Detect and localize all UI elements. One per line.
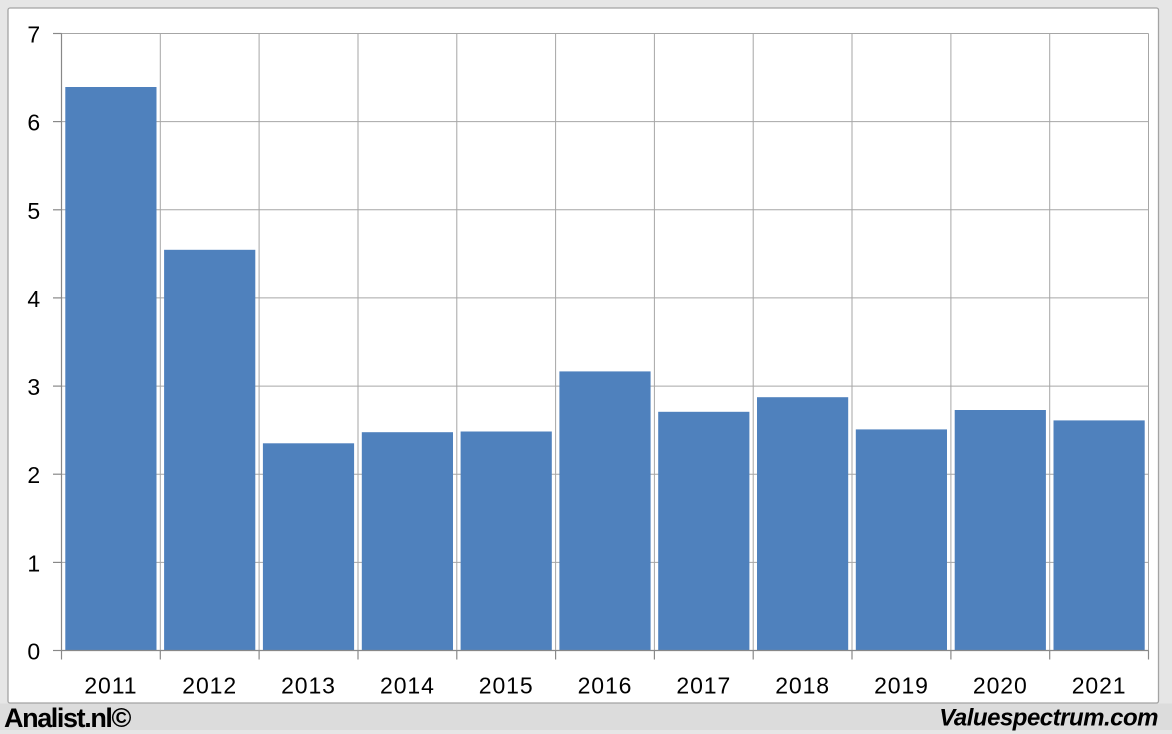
svg-text:0: 0 bbox=[27, 639, 40, 665]
svg-text:Analist.nl©: Analist.nl© bbox=[4, 703, 132, 733]
svg-text:5: 5 bbox=[27, 198, 40, 224]
svg-text:7: 7 bbox=[27, 22, 40, 48]
svg-text:2016: 2016 bbox=[578, 672, 633, 698]
svg-text:1: 1 bbox=[27, 550, 40, 576]
svg-text:2019: 2019 bbox=[874, 672, 929, 698]
svg-text:6: 6 bbox=[27, 110, 40, 136]
svg-text:2013: 2013 bbox=[281, 672, 336, 698]
svg-text:Valuespectrum.com: Valuespectrum.com bbox=[939, 704, 1158, 731]
svg-text:2011: 2011 bbox=[84, 672, 137, 698]
svg-text:2020: 2020 bbox=[973, 672, 1028, 698]
svg-text:2012: 2012 bbox=[182, 672, 237, 698]
svg-text:3: 3 bbox=[27, 374, 40, 400]
svg-text:2018: 2018 bbox=[775, 672, 830, 698]
svg-text:2021: 2021 bbox=[1072, 672, 1127, 698]
svg-text:2017: 2017 bbox=[676, 672, 731, 698]
svg-text:2: 2 bbox=[27, 462, 40, 488]
svg-text:2014: 2014 bbox=[380, 672, 435, 698]
svg-text:4: 4 bbox=[27, 286, 40, 312]
svg-text:2015: 2015 bbox=[479, 672, 534, 698]
